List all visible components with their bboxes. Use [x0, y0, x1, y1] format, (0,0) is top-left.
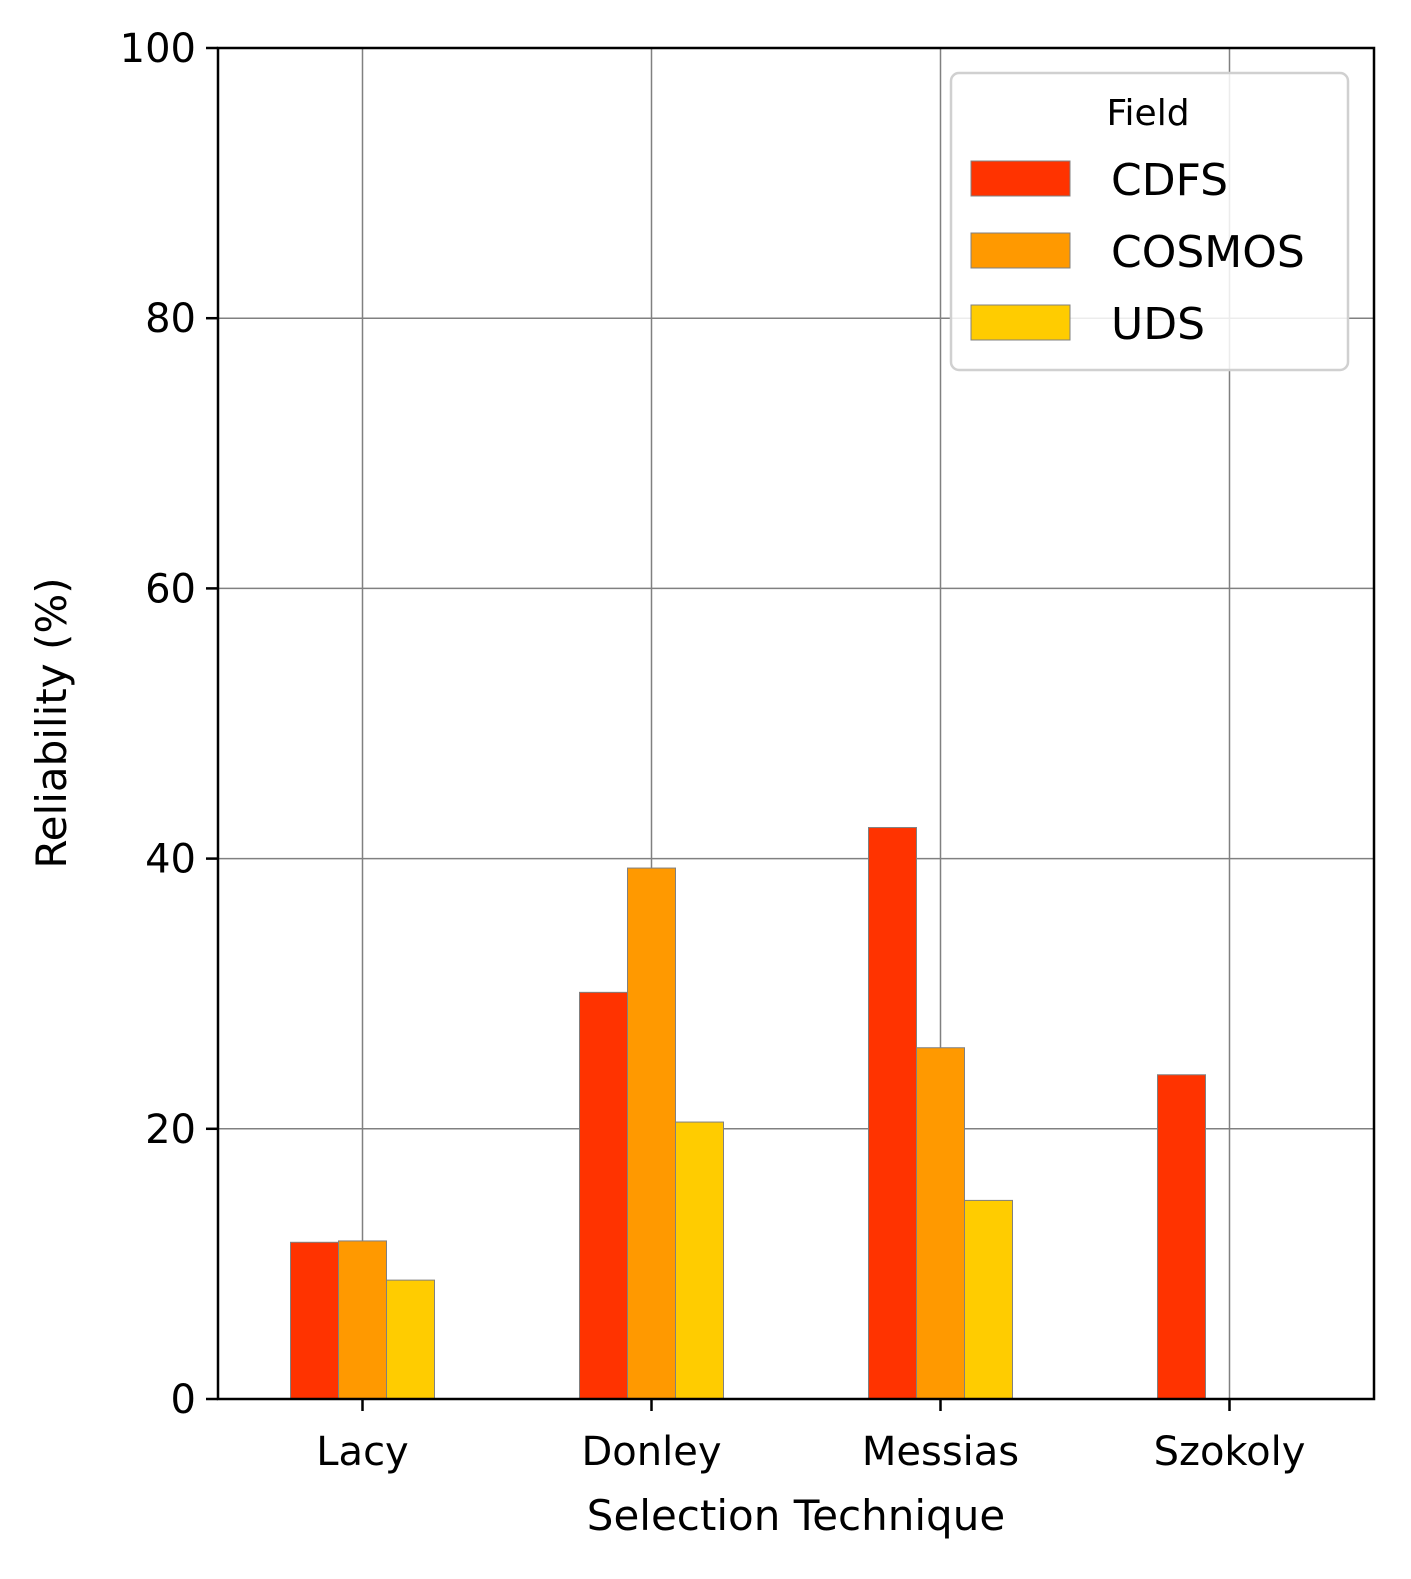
y-tick-label: 100 — [120, 26, 196, 72]
legend-box — [949, 71, 1350, 372]
legend-label-cosmos: COSMOS — [1111, 227, 1305, 278]
legend-label-uds: UDS — [1111, 299, 1205, 350]
bar-uds-donley — [675, 1121, 724, 1400]
legend-swatch-uds — [970, 304, 1071, 341]
plot-frame — [216, 46, 1376, 1401]
bar-cosmos-messias — [916, 1047, 965, 1400]
legend-swatch-cdfs — [970, 160, 1071, 197]
bar-uds-messias — [964, 1199, 1013, 1400]
bars — [290, 827, 1206, 1400]
bar-cdfs-lacy — [290, 1241, 339, 1400]
legend-label-cdfs: CDFS — [1111, 155, 1228, 206]
y-tick-label: 20 — [145, 1107, 196, 1153]
x-tick-label: Lacy — [316, 1429, 408, 1475]
y-tick-label: 80 — [145, 296, 196, 342]
x-axis-ticks: Lacy Donley Messias Szokoly — [316, 1399, 1305, 1475]
legend: Field CDFS COSMOS UDS — [949, 71, 1350, 372]
x-axis-title: Selection Technique — [587, 1491, 1005, 1540]
y-axis-title: Reliability (%) — [27, 577, 76, 868]
bar-cdfs-messias — [868, 827, 917, 1400]
bar-cosmos-donley — [627, 867, 676, 1400]
x-tick-label: Szokoly — [1154, 1429, 1306, 1475]
y-axis-ticks: 0 20 40 60 80 100 — [120, 26, 218, 1423]
bar-cosmos-lacy — [338, 1240, 387, 1400]
y-tick-label: 60 — [145, 566, 196, 612]
legend-title: Field — [1106, 93, 1189, 134]
bar-cdfs-donley — [579, 991, 628, 1400]
y-tick-label: 40 — [145, 837, 196, 883]
x-tick-label: Messias — [862, 1429, 1019, 1475]
bar-uds-lacy — [386, 1279, 435, 1400]
y-tick-label: 0 — [171, 1377, 196, 1423]
legend-swatch-cosmos — [970, 232, 1071, 269]
bar-cdfs-szokoly — [1157, 1074, 1206, 1400]
x-tick-label: Donley — [581, 1429, 721, 1475]
